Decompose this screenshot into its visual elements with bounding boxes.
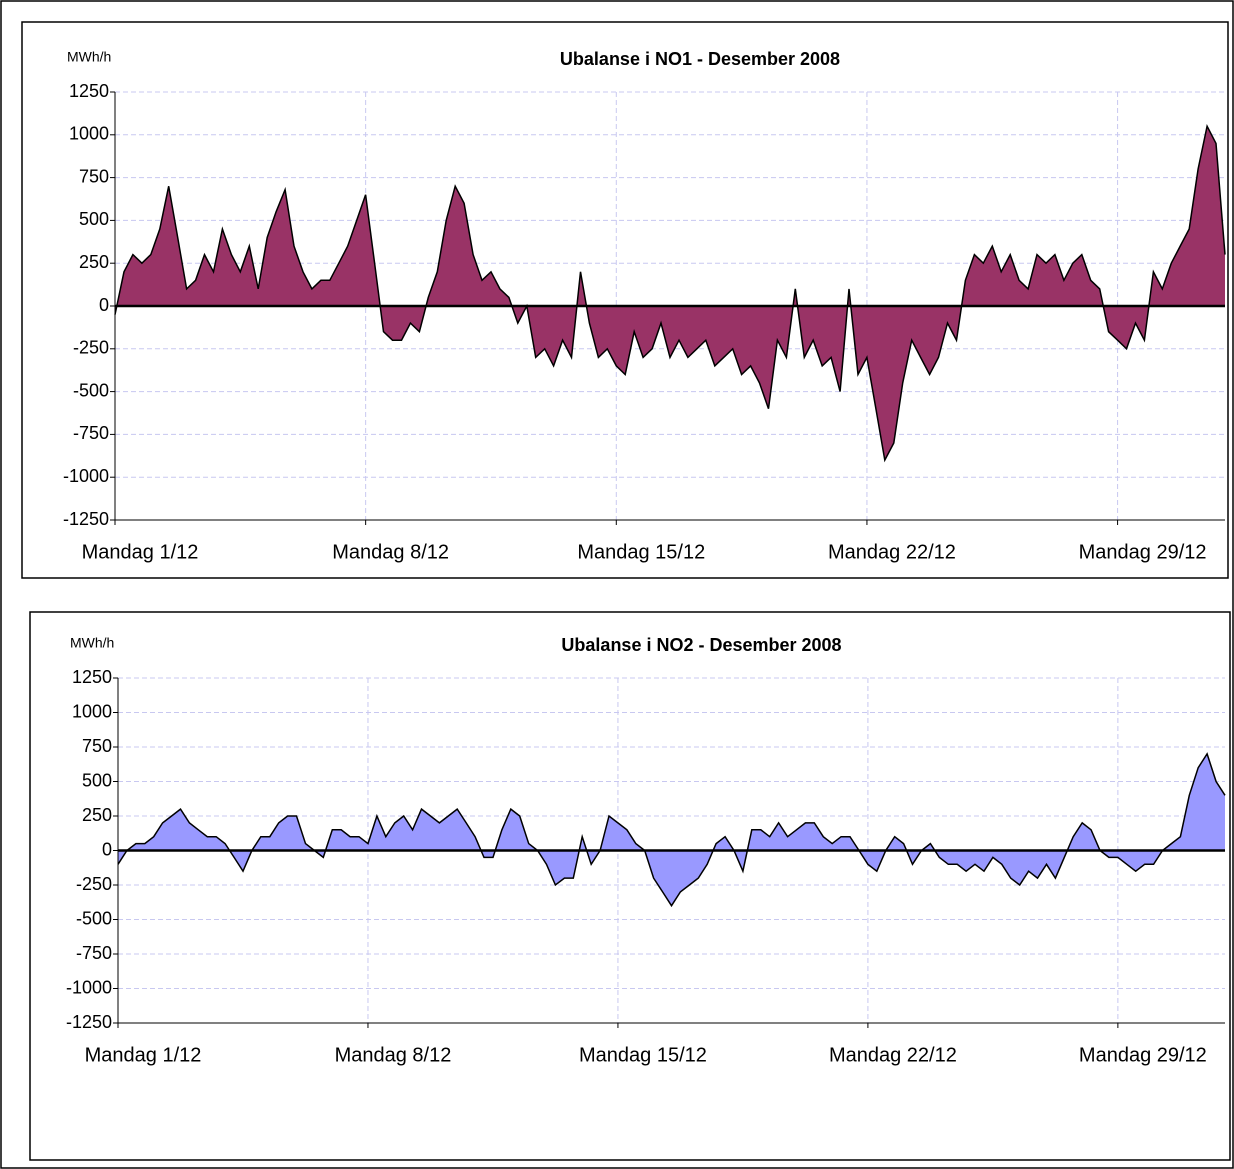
x-tick-label: Mandag 8/12	[332, 541, 449, 563]
y-tick-label: -1000	[66, 977, 112, 997]
y-tick-label: -250	[76, 874, 112, 894]
y-axis-unit: MWh/h	[67, 49, 111, 65]
y-tick-label: 500	[82, 770, 112, 790]
y-tick-label: 0	[102, 839, 112, 859]
chart-title: Ubalanse i NO2 - Desember 2008	[561, 635, 841, 655]
y-tick-label: -750	[73, 423, 109, 443]
y-tick-label: -250	[73, 338, 109, 358]
y-tick-label: 1250	[72, 667, 112, 687]
x-tick-label: Mandag 8/12	[335, 1044, 452, 1066]
y-tick-label: -500	[73, 380, 109, 400]
y-tick-label: -750	[76, 943, 112, 963]
y-tick-label: -1250	[66, 1012, 112, 1032]
y-tick-label: 500	[79, 209, 109, 229]
x-tick-label: Mandag 22/12	[829, 1044, 957, 1066]
y-tick-label: 750	[79, 166, 109, 186]
area-line	[117, 752, 1226, 908]
y-tick-label: 750	[82, 736, 112, 756]
x-tick-label: Mandag 1/12	[82, 541, 199, 563]
x-tick-label: Mandag 22/12	[828, 541, 956, 563]
chart-title: Ubalanse i NO1 - Desember 2008	[560, 49, 840, 69]
y-tick-label: 250	[79, 252, 109, 272]
y-tick-label: -1250	[63, 509, 109, 529]
x-tick-label: Mandag 29/12	[1079, 541, 1207, 563]
x-tick-label: Mandag 15/12	[579, 1044, 707, 1066]
y-tick-label: 1250	[69, 81, 109, 101]
x-tick-label: Mandag 1/12	[85, 1044, 202, 1066]
y-axis-unit: MWh/h	[70, 635, 114, 651]
y-tick-label: -1000	[63, 466, 109, 486]
x-tick-label: Mandag 29/12	[1079, 1044, 1207, 1066]
area-line	[114, 123, 1226, 463]
area-fill	[115, 126, 1225, 461]
x-tick-label: Mandag 15/12	[577, 541, 705, 563]
y-tick-label: 1000	[69, 124, 109, 144]
y-tick-label: 250	[82, 805, 112, 825]
y-tick-label: 0	[99, 295, 109, 315]
y-tick-label: 1000	[72, 701, 112, 721]
chart-frame	[29, 611, 1231, 1161]
y-tick-label: -500	[76, 908, 112, 928]
